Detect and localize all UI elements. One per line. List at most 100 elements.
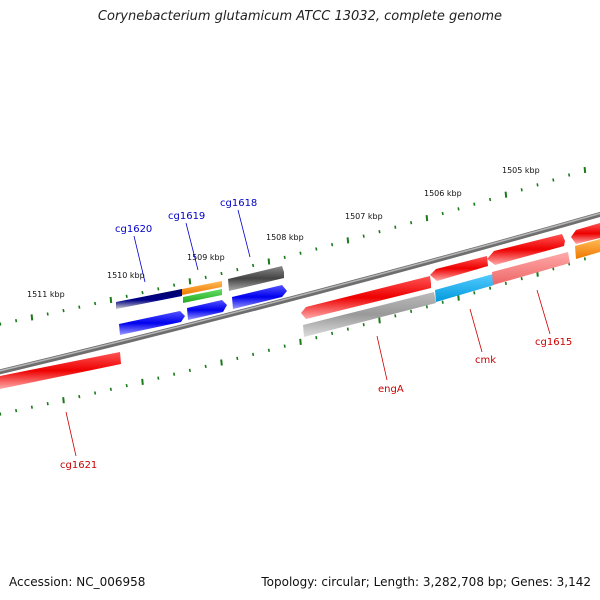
callout-line-cg1620 bbox=[133, 235, 146, 283]
gene-engA-feature[interactable] bbox=[301, 276, 431, 319]
kbp-label-1505: 1505 kbp bbox=[502, 166, 540, 175]
gene-cg1619-track[interactable] bbox=[182, 281, 222, 303]
scale-minor-tick bbox=[125, 294, 128, 298]
gene-label-engA[interactable]: engA bbox=[378, 384, 404, 395]
scale-major-tick bbox=[267, 258, 271, 265]
scale-minor-tick bbox=[0, 412, 2, 416]
scale-minor-tick bbox=[568, 173, 571, 177]
scale-major-tick bbox=[346, 237, 350, 244]
scale-major-tick bbox=[30, 314, 34, 321]
scale-minor-tick bbox=[46, 312, 49, 316]
scale-minor-tick bbox=[489, 286, 492, 290]
accession-label: Accession: NC_006958 bbox=[9, 575, 146, 589]
kbp-label-1507: 1507 kbp bbox=[345, 212, 383, 221]
scale-minor-tick bbox=[30, 405, 33, 409]
gene-feature[interactable] bbox=[303, 292, 436, 337]
gene-feature[interactable] bbox=[575, 239, 600, 259]
gene-cmk-feature[interactable] bbox=[435, 274, 494, 302]
kbp-label-1509: 1509 kbp bbox=[187, 253, 225, 262]
scale-minor-tick bbox=[394, 314, 397, 318]
gene-label-cg1618[interactable]: cg1618 bbox=[220, 198, 257, 209]
scale-minor-tick bbox=[94, 391, 97, 395]
scale-minor-tick bbox=[520, 276, 523, 281]
scale-minor-tick bbox=[473, 291, 476, 295]
scale-minor-tick bbox=[109, 387, 112, 391]
scale-minor-tick bbox=[78, 305, 81, 309]
scale-minor-tick bbox=[283, 255, 286, 260]
scale-minor-tick bbox=[536, 183, 539, 187]
callout-line-cg1615 bbox=[536, 289, 551, 335]
gene-feature[interactable] bbox=[571, 223, 600, 244]
callout-line-cg1618 bbox=[237, 209, 251, 258]
callout-line-cg1619 bbox=[185, 222, 199, 271]
scale-minor-tick bbox=[394, 225, 397, 229]
gene-feature[interactable] bbox=[183, 289, 222, 303]
genome-backbone bbox=[0, 211, 600, 375]
scale-major-tick bbox=[583, 166, 587, 174]
scale-minor-tick bbox=[125, 383, 128, 388]
scale-minor-tick bbox=[204, 364, 207, 369]
scale-minor-tick bbox=[220, 271, 223, 276]
scale-minor-tick bbox=[188, 368, 191, 373]
gene-cg1618-track[interactable] bbox=[228, 266, 284, 291]
gene-feature[interactable] bbox=[430, 256, 488, 281]
gene-cg1615-feature[interactable] bbox=[492, 252, 570, 285]
scale-minor-tick bbox=[489, 197, 492, 202]
scale-minor-tick bbox=[346, 327, 349, 331]
scale-minor-tick bbox=[362, 234, 365, 238]
gene-label-cmk[interactable]: cmk bbox=[475, 355, 496, 366]
gene-label-cg1621[interactable]: cg1621 bbox=[60, 460, 97, 471]
scale-major-tick bbox=[220, 359, 223, 366]
callout-line-engA bbox=[376, 335, 388, 381]
kbp-label-1511: 1511 kbp bbox=[27, 290, 65, 299]
scale-minor-tick bbox=[283, 344, 286, 348]
gene-cg1620-track[interactable] bbox=[116, 289, 182, 309]
scale-minor-tick bbox=[299, 251, 302, 255]
scale-minor-tick bbox=[410, 221, 413, 225]
callout-line-cmk bbox=[469, 308, 483, 353]
gene-feature[interactable] bbox=[182, 281, 222, 295]
scale-minor-tick bbox=[141, 290, 144, 295]
scale-minor-tick bbox=[425, 305, 428, 309]
scale-minor-tick bbox=[378, 230, 381, 234]
scale-minor-tick bbox=[46, 402, 49, 406]
gene-arrow-forward[interactable] bbox=[232, 285, 287, 309]
scale-major-tick bbox=[378, 317, 381, 324]
gene-arrow-reverse[interactable] bbox=[0, 352, 121, 389]
gene-arrow-forward[interactable] bbox=[119, 311, 185, 335]
scale-minor-tick bbox=[504, 281, 507, 286]
genome-backbone-highlight bbox=[0, 212, 600, 372]
gene-label-cg1620[interactable]: cg1620 bbox=[115, 224, 152, 235]
gene-arrow-forward[interactable] bbox=[187, 300, 227, 320]
scale-minor-tick bbox=[252, 352, 255, 357]
scale-minor-tick bbox=[441, 211, 444, 216]
scale-minor-tick bbox=[62, 308, 65, 313]
scale-minor-tick bbox=[236, 356, 239, 361]
scale-minor-tick bbox=[236, 267, 239, 272]
scale-major-tick bbox=[425, 215, 429, 222]
scale-minor-tick bbox=[362, 323, 365, 327]
scale-minor-tick bbox=[315, 336, 318, 340]
scale-minor-tick bbox=[15, 408, 18, 413]
gene-feature[interactable] bbox=[228, 266, 284, 291]
scale-minor-tick bbox=[94, 301, 97, 306]
scale-minor-tick bbox=[15, 319, 18, 323]
gene-feature[interactable] bbox=[487, 234, 565, 265]
kbp-label-1506: 1506 kbp bbox=[424, 189, 462, 198]
scale-minor-tick bbox=[173, 372, 176, 376]
scale-minor-tick bbox=[0, 322, 2, 326]
scale-minor-tick bbox=[583, 257, 586, 261]
scale-minor-tick bbox=[331, 243, 334, 247]
gene-label-cg1615[interactable]: cg1615 bbox=[535, 337, 572, 348]
callout-line-cg1621 bbox=[65, 411, 77, 457]
gene-label-cg1619[interactable]: cg1619 bbox=[168, 211, 205, 222]
gene-feature[interactable] bbox=[116, 289, 182, 309]
scale-major-tick bbox=[457, 294, 460, 301]
scale-minor-tick bbox=[331, 331, 334, 336]
scale-minor-tick bbox=[315, 247, 318, 251]
kbp-label-1508: 1508 kbp bbox=[266, 233, 304, 242]
scale-minor-tick bbox=[267, 348, 270, 352]
scale-minor-tick bbox=[473, 202, 476, 206]
scale-minor-tick bbox=[457, 207, 460, 211]
